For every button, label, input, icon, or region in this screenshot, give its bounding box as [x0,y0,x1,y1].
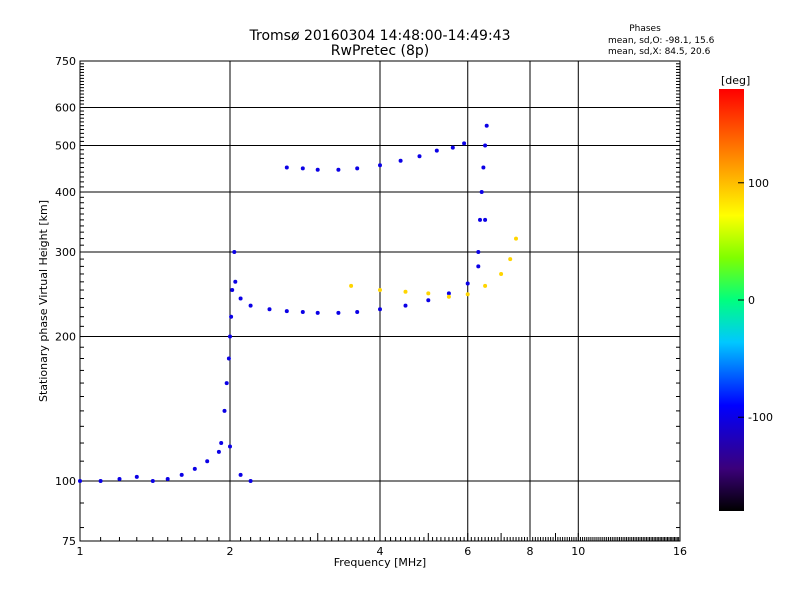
data-point [300,166,305,171]
x-tick-label: 8 [527,545,534,558]
chart-title: Tromsø 20160304 14:48:00-14:49:43 [249,28,511,44]
data-point [336,310,341,315]
axis-ticks: 1 2 4 6 8 10 16 75 100 200 300 400 500 600 750 [55,55,687,558]
y-tick-label: 75 [62,535,76,548]
data-point [238,296,243,301]
data-point [426,298,431,303]
data-point [192,466,197,471]
data-point [224,381,229,386]
data-point [336,167,341,172]
phases-heading: Phases [629,24,661,34]
data-point [476,250,481,254]
data-point [205,459,210,464]
y-tick-label: 300 [55,246,76,259]
data-point [284,309,289,314]
data-point [226,356,231,361]
data-point [462,141,467,146]
data-point [476,264,481,269]
phases-x-mode: mean, sd,X: 84.5, 20.6 [608,47,711,57]
colorbar-ticks: 100 0 -100 [738,177,773,424]
data-point [78,479,82,483]
data-point [219,441,224,445]
y-axis-label: Stationary phase Virtual Height [km] [37,200,50,402]
data-point [484,123,489,128]
x-tick-label: 4 [377,545,384,558]
data-point [479,190,484,194]
data-point [355,166,360,171]
data-point [478,217,482,222]
data-point [465,292,470,297]
y-tick-label: 100 [55,475,76,488]
data-point [284,165,289,170]
data-point [398,158,403,163]
data-points [78,123,518,483]
data-point [426,291,431,296]
data-point [465,281,470,286]
data-point [378,163,382,168]
data-point [434,148,439,153]
x-tick-label: 10 [571,545,585,558]
data-point [228,334,232,339]
data-point [508,257,513,262]
data-point [248,479,253,483]
data-point [232,250,237,254]
data-point [222,408,227,413]
data-point [150,479,155,483]
chart-subtitle: RwPretec (8p) [331,43,429,59]
data-point [483,143,488,148]
data-point [134,474,139,479]
data-point [349,283,354,288]
data-point [315,310,320,315]
data-point [450,145,455,150]
x-tick-label: 2 [227,545,234,558]
data-point [378,288,382,292]
data-point [233,279,238,284]
data-point [228,444,232,449]
x-tick-label: 16 [673,545,687,558]
data-point [403,289,408,294]
data-point [248,303,253,308]
data-point [378,307,382,312]
data-point [315,167,320,172]
x-axis-label: Frequency [MHz] [334,556,426,569]
phases-o-mode: mean, sd,O: -98.1, 15.6 [608,36,715,46]
data-point [483,283,488,288]
data-point [514,236,518,241]
data-point [300,310,305,314]
data-point [483,217,488,222]
y-tick-label: 500 [55,140,76,153]
y-tick-label: 600 [55,102,76,115]
data-point [446,294,451,299]
data-point [238,472,243,477]
grid-lines [80,61,680,541]
colorbar-label: [deg] [721,74,750,87]
data-point [229,314,234,319]
data-point [216,449,221,454]
colorbar-tick-label: 100 [748,177,769,190]
data-point [230,288,235,292]
y-tick-label: 400 [55,186,76,199]
data-point [355,310,360,314]
data-point [481,165,486,170]
colorbar-tick-label: 0 [748,294,755,307]
data-point [446,291,451,296]
data-point [417,154,422,159]
data-point [267,307,272,312]
y-tick-label: 750 [55,55,76,68]
data-point [499,272,504,276]
x-tick-label: 6 [464,545,471,558]
data-point [165,477,170,481]
colorbar-tick-label: -100 [748,411,773,424]
data-point [117,477,122,481]
data-point [98,479,103,483]
y-tick-label: 200 [55,331,76,344]
data-point [403,303,408,308]
x-tick-label: 1 [77,545,84,558]
data-point [179,472,184,477]
